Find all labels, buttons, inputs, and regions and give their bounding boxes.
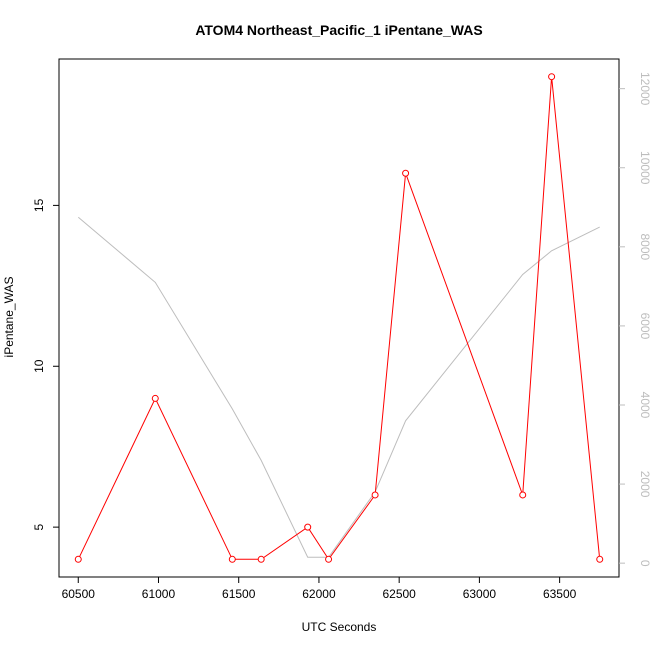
data-point bbox=[519, 491, 527, 499]
x-tick-label: 63000 bbox=[463, 587, 497, 601]
data-point bbox=[74, 555, 82, 563]
y-axis-label: iPentane_WAS bbox=[2, 277, 16, 358]
y-tick-label: 5 bbox=[32, 523, 46, 530]
x-tick-label: 61500 bbox=[222, 587, 256, 601]
data-point bbox=[304, 523, 312, 531]
y2-tick-label: 6000 bbox=[638, 313, 650, 340]
y-tick-label: 15 bbox=[32, 198, 46, 212]
data-point bbox=[596, 555, 604, 563]
y2-tick-label: 10000 bbox=[638, 151, 650, 185]
data-point bbox=[548, 73, 556, 81]
data-point bbox=[151, 394, 159, 402]
y2-tick-label: 0 bbox=[638, 560, 650, 567]
y2-tick-label: 12000 bbox=[638, 72, 650, 106]
x-tick-label: 60500 bbox=[62, 587, 96, 601]
data-point bbox=[325, 555, 333, 563]
y2-tick-label: 4000 bbox=[638, 392, 650, 419]
y2-tick-label: 8000 bbox=[638, 233, 650, 260]
plot-layer: 60500 61000 61500 62000 62500 63000 63500 5 10 15… bbox=[32, 58, 650, 601]
plot-frame bbox=[58, 58, 620, 578]
data-point bbox=[371, 491, 379, 499]
x-tick-label: 61000 bbox=[142, 587, 176, 601]
y-tick-label: 10 bbox=[32, 359, 46, 373]
x-axis-label: UTC Seconds bbox=[302, 620, 377, 634]
data-point bbox=[257, 555, 265, 563]
data-point bbox=[228, 555, 236, 563]
chart-title: ATOM4 Northeast_Pacific_1 iPentane_WAS bbox=[195, 22, 482, 38]
data-point bbox=[402, 169, 410, 177]
x-tick-label: 62500 bbox=[382, 587, 416, 601]
x-tick-label: 63500 bbox=[543, 587, 577, 601]
y2-tick-label: 2000 bbox=[638, 471, 650, 498]
x-tick-label: 62000 bbox=[302, 587, 336, 601]
